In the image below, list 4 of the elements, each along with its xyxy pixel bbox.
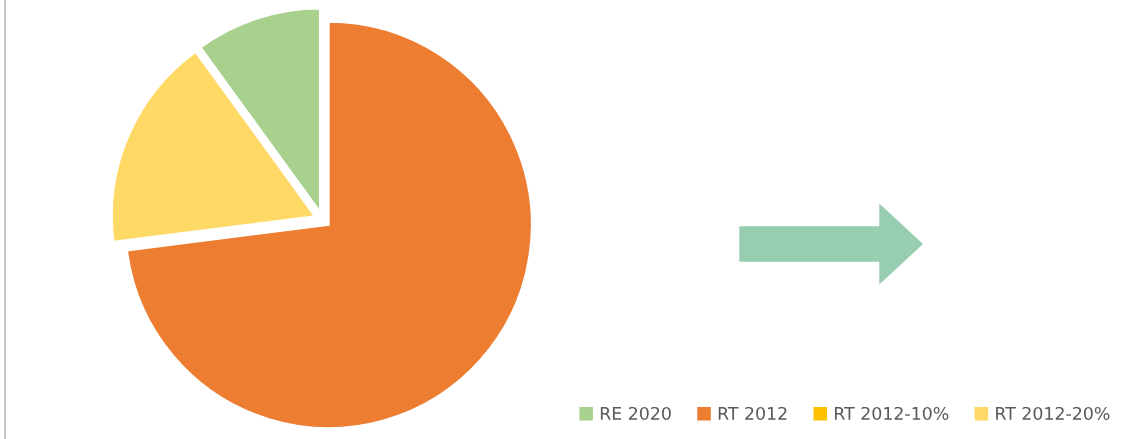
legend-label: RE 2020 [600,406,671,421]
legend-label: RT 2012-20% [996,406,1110,421]
legend-label: RT 2012 [718,406,787,421]
legend-label: RT 2012-10% [835,406,949,421]
